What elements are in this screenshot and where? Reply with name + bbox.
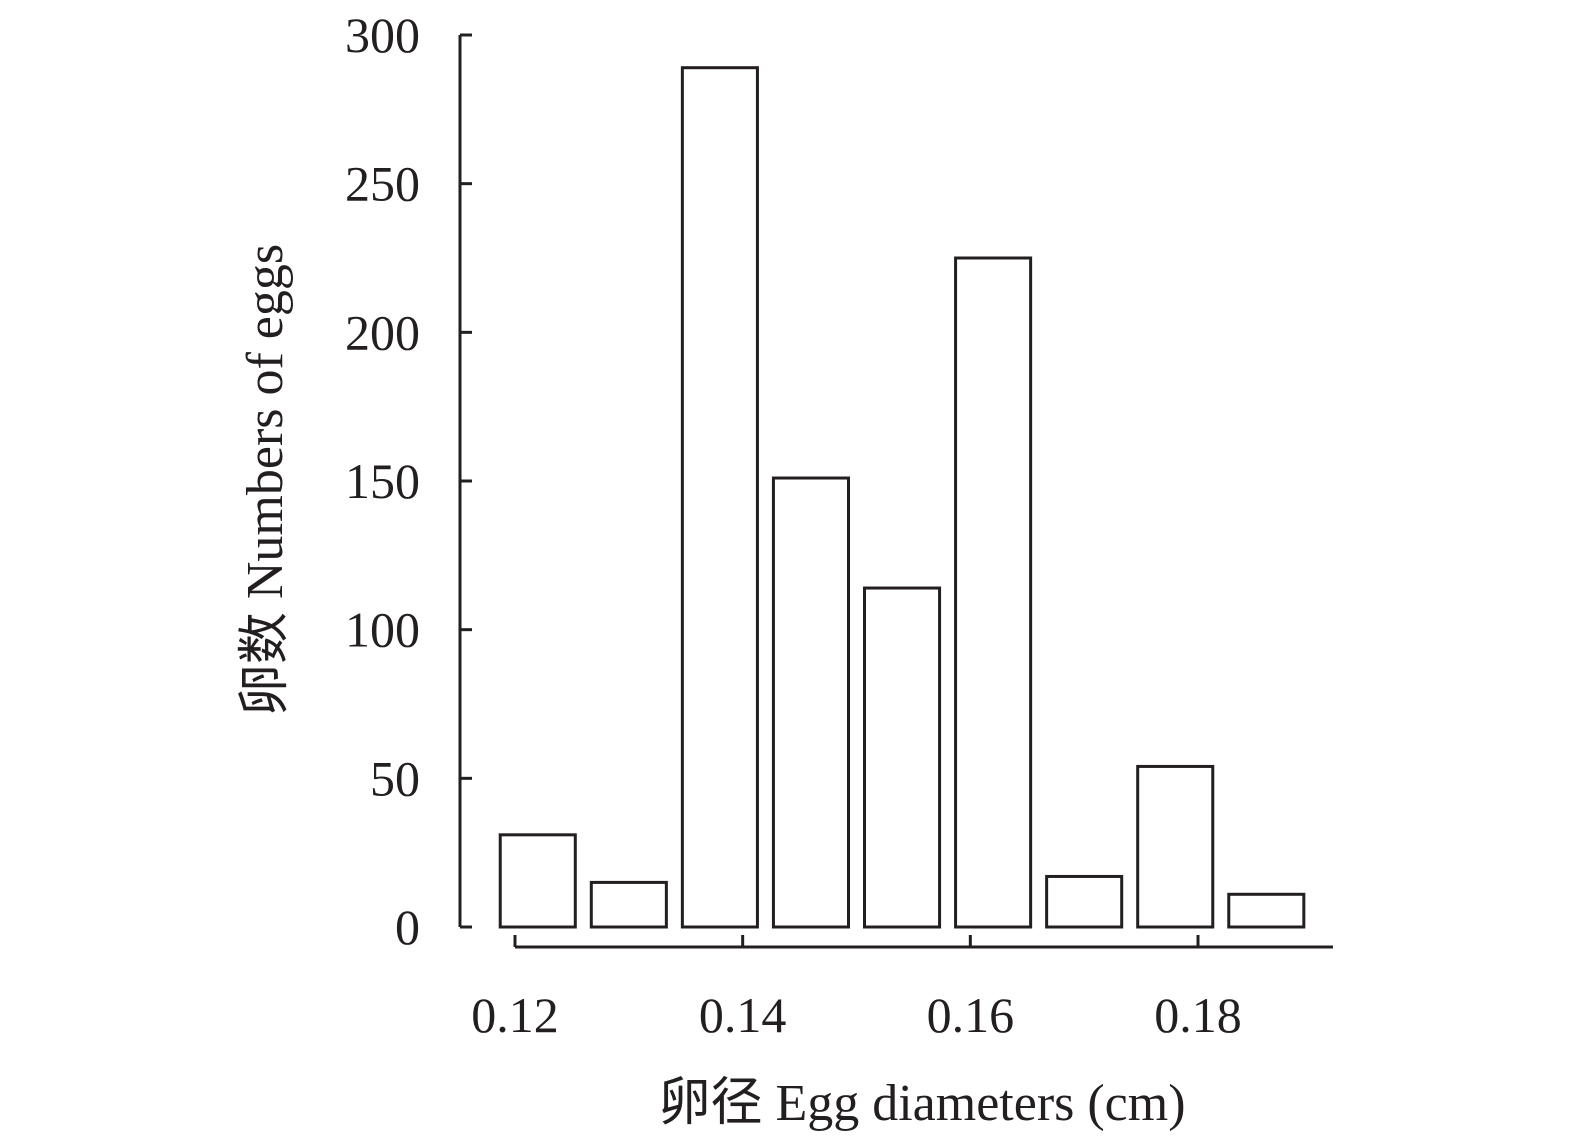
y-tick-label: 150 <box>345 453 420 509</box>
histogram-bar <box>771 476 851 929</box>
histogram-bar <box>589 880 668 929</box>
y-axis: 0 50 100 150 200 250 300 <box>345 7 472 955</box>
x-axis: 0.12 0.14 0.16 0.18 <box>471 935 1333 1043</box>
y-tick-label: 100 <box>345 602 420 658</box>
y-tick-label: 300 <box>345 7 420 63</box>
histogram-bar <box>954 256 1033 929</box>
x-tick-label: 0.18 <box>1154 987 1242 1043</box>
y-tick-label: 200 <box>345 304 420 360</box>
histogram-bar <box>863 586 942 929</box>
y-axis-title: 卵数 Numbers of eggs <box>237 244 294 716</box>
bars <box>498 66 1306 929</box>
histogram-bar <box>1227 892 1306 929</box>
histogram-bar <box>680 66 759 929</box>
histogram-bar <box>1136 764 1215 929</box>
histogram-bar <box>498 833 577 929</box>
y-tick-label: 50 <box>370 750 420 806</box>
x-tick-label: 0.12 <box>471 987 559 1043</box>
x-axis-title: 卵径 Egg diameters (cm) <box>658 1075 1185 1132</box>
y-tick-label: 250 <box>345 156 420 212</box>
x-tick-label: 0.14 <box>699 987 787 1043</box>
histogram-bar <box>1045 874 1124 929</box>
x-tick-label: 0.16 <box>927 987 1015 1043</box>
y-tick-label: 0 <box>395 899 420 955</box>
